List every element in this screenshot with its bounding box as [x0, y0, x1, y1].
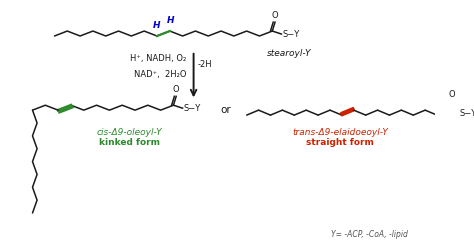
- Text: O: O: [173, 85, 180, 94]
- Text: H: H: [152, 21, 160, 30]
- Text: Y= -ACP, -CoA, -lipid: Y= -ACP, -CoA, -lipid: [331, 230, 408, 239]
- Text: kinked form: kinked form: [99, 138, 160, 147]
- Text: S−Y: S−Y: [283, 30, 300, 38]
- Text: H⁺, NADH, O₂: H⁺, NADH, O₂: [130, 54, 186, 63]
- Text: -2H: -2H: [197, 60, 212, 69]
- Text: O: O: [448, 90, 455, 99]
- Text: cis-Δ9-oleoyl-Y: cis-Δ9-oleoyl-Y: [97, 128, 162, 137]
- Text: or: or: [220, 105, 231, 115]
- Text: H: H: [167, 16, 174, 25]
- Text: S−Y: S−Y: [183, 104, 201, 113]
- Text: stearoyl-Y: stearoyl-Y: [266, 49, 311, 58]
- Text: straight form: straight form: [306, 138, 374, 147]
- Text: NAD⁺,  2H₂O: NAD⁺, 2H₂O: [134, 70, 186, 79]
- Text: O: O: [272, 11, 278, 20]
- Text: S−Y: S−Y: [459, 109, 474, 118]
- Text: trans-Δ9-elaidoeoyl-Y: trans-Δ9-elaidoeoyl-Y: [292, 128, 388, 137]
